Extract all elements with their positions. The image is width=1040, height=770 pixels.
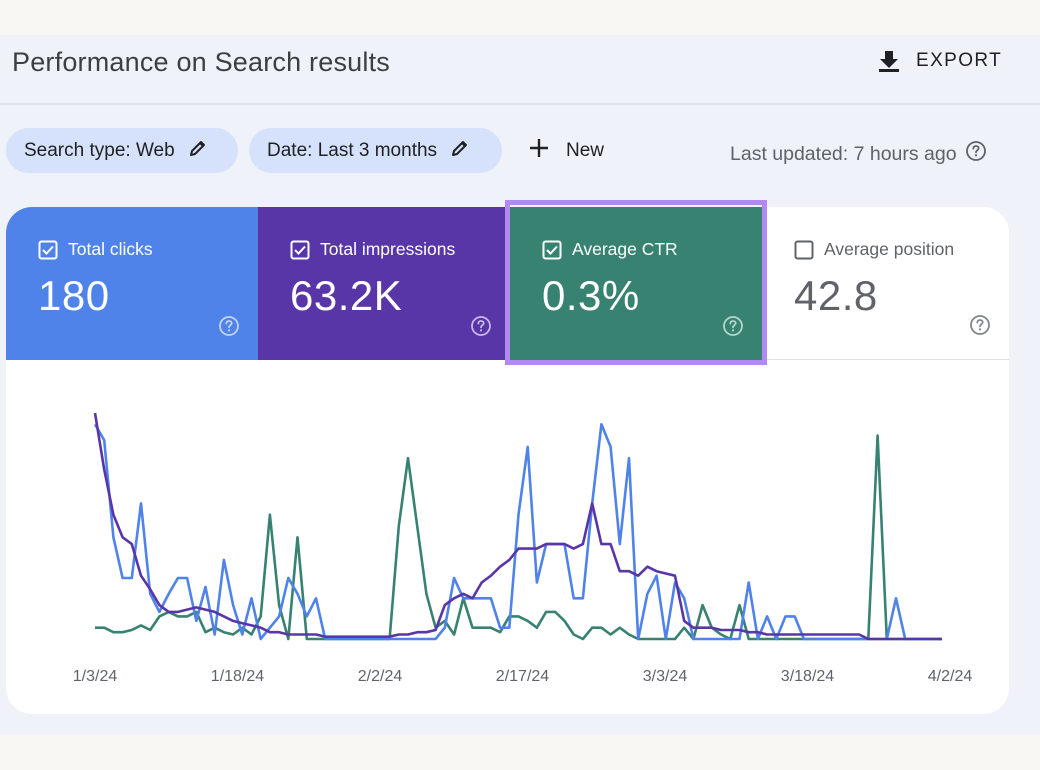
x-tick-label: 4/2/24: [928, 668, 973, 685]
plus-icon: [528, 137, 550, 165]
help-icon[interactable]: [965, 140, 987, 168]
x-tick-label: 1/3/24: [73, 668, 118, 685]
checkbox-unchecked-icon[interactable]: [794, 240, 814, 260]
help-icon[interactable]: [218, 315, 240, 342]
x-tick-label: 3/3/24: [643, 668, 688, 685]
pencil-icon: [189, 139, 207, 163]
x-tick-label: 2/2/24: [358, 668, 403, 685]
x-tick-label: 1/18/24: [211, 668, 264, 685]
download-icon: [878, 49, 900, 73]
new-filter-label: New: [566, 139, 605, 161]
metric-value: 63.2K: [290, 272, 403, 319]
search-type-label: Search type: Web: [24, 139, 175, 161]
search-type-chip[interactable]: Search type: Web: [6, 128, 238, 173]
date-range-label: Date: Last 3 months: [267, 139, 438, 161]
last-updated-text: Last updated: 7 hours ago: [730, 142, 957, 165]
metric-value: 42.8: [794, 272, 878, 319]
x-tick-label: 2/17/24: [496, 668, 549, 685]
metric-label: Total impressions: [320, 239, 456, 259]
filter-bar: Search type: Web Date: Last 3 months: [0, 128, 1040, 174]
help-icon[interactable]: [470, 315, 492, 342]
help-icon[interactable]: [969, 314, 991, 341]
series-line-total-impressions: [93, 412, 942, 641]
performance-panel: Performance on Search results EXPORT Sea…: [0, 35, 1040, 735]
last-updated: Last updated: 7 hours ago: [730, 140, 987, 168]
metric-label: Average position: [824, 239, 955, 259]
checkbox-checked-icon[interactable]: [290, 240, 310, 260]
panel-header: Performance on Search results EXPORT: [0, 35, 1040, 105]
metric-tile-average-ctr[interactable]: Average CTR 0.3%: [510, 207, 762, 360]
metric-tile-average-position[interactable]: Average position 42.8: [762, 207, 1009, 360]
checkbox-checked-icon[interactable]: [542, 240, 562, 260]
metric-label: Average CTR: [572, 239, 678, 259]
series-line-total-clicks: [93, 423, 942, 641]
metric-value: 0.3%: [542, 272, 640, 319]
export-button[interactable]: EXPORT: [878, 47, 1002, 75]
help-icon[interactable]: [722, 315, 744, 342]
metric-label: Total clicks: [68, 239, 153, 259]
x-tick-label: 3/18/24: [781, 668, 834, 685]
page-title: Performance on Search results: [12, 47, 390, 77]
pencil-icon: [451, 139, 469, 163]
performance-chart: 1/3/24 1/18/24 2/2/24 2/17/24 3/3/24 3/18/24 4…: [6, 360, 1009, 714]
metrics-card: Total clicks 180 Total impress: [6, 207, 1009, 714]
checkbox-checked-icon[interactable]: [38, 240, 58, 260]
chart-svg: 1/3/24 1/18/24 2/2/24 2/17/24 3/3/24 3/18/24 4…: [73, 412, 973, 685]
metric-tile-total-impressions[interactable]: Total impressions 63.2K: [258, 207, 510, 360]
export-label: EXPORT: [916, 50, 1003, 71]
metric-value: 180: [38, 272, 110, 319]
series-line-average-ctr: [95, 434, 942, 641]
date-range-chip[interactable]: Date: Last 3 months: [249, 128, 502, 173]
metric-tile-total-clicks[interactable]: Total clicks 180: [6, 207, 258, 360]
new-filter-button[interactable]: New: [528, 128, 604, 173]
